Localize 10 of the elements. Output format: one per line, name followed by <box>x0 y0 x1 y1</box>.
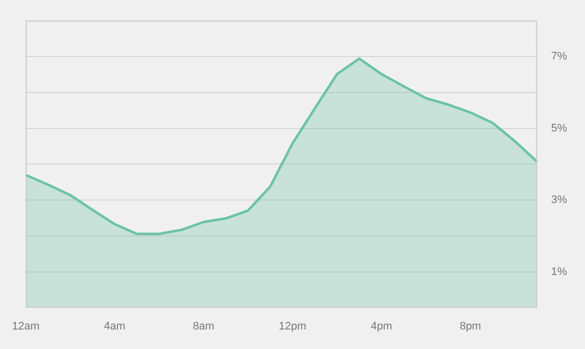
x-tick-label: 12pm <box>278 320 306 332</box>
y-tick-label: 3% <box>551 194 568 206</box>
x-tick-label: 8pm <box>460 320 482 332</box>
x-tick-label: 8am <box>192 320 214 332</box>
x-tick-label: 4pm <box>370 320 392 332</box>
x-tick-label: 12am <box>12 320 40 332</box>
y-tick-label: 5% <box>551 122 568 134</box>
x-tick-label: 4am <box>104 320 126 332</box>
y-tick-label: 7% <box>551 50 568 63</box>
y-tick-label: 1% <box>551 266 568 278</box>
